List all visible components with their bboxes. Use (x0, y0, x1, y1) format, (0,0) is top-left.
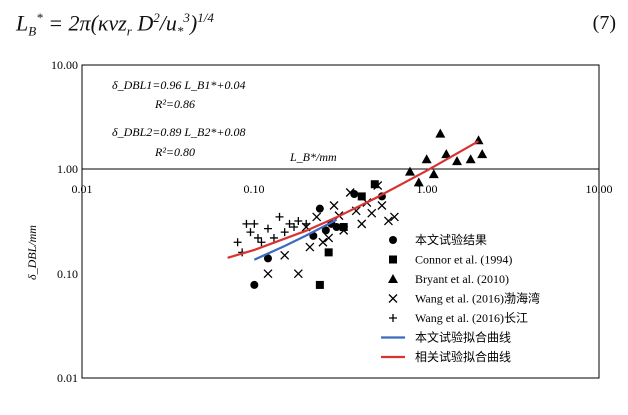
data-point-plus (253, 233, 262, 242)
data-point-x (280, 250, 290, 260)
data-point-triangle (404, 166, 415, 176)
y-tick-label: 1.00 (57, 162, 78, 176)
data-point-circle (321, 226, 330, 235)
data-point-plus (250, 219, 259, 228)
annotation-r2-1: R²=0.86 (154, 97, 195, 111)
y-tick-label: 0.10 (57, 267, 78, 281)
data-point-plus (280, 228, 289, 237)
annotation-formula-1: δ_DBL1=0.96 L_B1*+0.04 (112, 78, 245, 92)
legend-label: Wang et al. (2016)渤海湾 (415, 291, 540, 306)
data-point-plus (246, 228, 255, 237)
data-point-triangle (452, 156, 463, 166)
scatter-chart: 10.00 1.00 0.10 0.01 0.01 0.10 1.00 10.0… (25, 58, 613, 385)
data-point-x (383, 216, 393, 226)
data-point-square (324, 248, 333, 257)
regression-annotations: δ_DBL1=0.96 L_B1*+0.04 R²=0.86 δ_DBL2=0.… (112, 78, 245, 159)
x-tick-label: 10.00 (586, 182, 613, 196)
data-point-plus (263, 224, 272, 233)
data-point-x (389, 212, 399, 222)
legend-marker-square (389, 255, 397, 264)
legend-label: Connor et al. (1994) (415, 253, 512, 267)
legend: 本文试验结果 Connor et al. (1994) Bryant et al. … (381, 232, 540, 364)
data-point-x (367, 208, 377, 218)
x-tick-label: 0.10 (244, 182, 265, 196)
data-point-plus (285, 219, 294, 228)
cropped-caption (6, 404, 8, 411)
data-point-plus (290, 223, 299, 232)
legend-label: 本文试验拟合曲线 (415, 330, 511, 345)
data-point-triangle (477, 149, 488, 159)
data-point-x (357, 219, 367, 229)
data-point-x (345, 188, 355, 197)
equation-7: LB* = 2π(κνzr D2/u*3)1/4 (7) (16, 6, 616, 46)
data-point-x (318, 237, 328, 247)
annotation-r2-2: R²=0.80 (154, 145, 195, 159)
data-point-triangle (435, 128, 446, 138)
data-point-triangle (465, 154, 476, 164)
legend-label: 本文试验结果 (415, 232, 487, 247)
data-point-triangle (441, 149, 452, 159)
data-point-circle (332, 223, 341, 232)
data-point-plus (275, 212, 284, 221)
x-tick-label: 0.01 (72, 182, 93, 196)
y-tick-label: 0.01 (57, 371, 78, 385)
annotation-formula-2: δ_DBL2=0.89 L_B2*+0.08 (112, 125, 245, 139)
equation-formula: LB* = 2π(κνzr D2/u*3)1/4 (16, 10, 214, 39)
data-point-circle (263, 254, 272, 263)
data-point-triangle (428, 169, 439, 179)
equation-number: (7) (592, 12, 616, 34)
data-point-circle (350, 190, 359, 199)
data-point-plus (269, 233, 278, 242)
legend-marker-x (388, 294, 398, 303)
legend-label: 相关试验拟合曲线 (415, 349, 511, 364)
data-point-plus (257, 238, 266, 247)
data-marks (227, 128, 488, 289)
data-point-square (315, 280, 324, 289)
data-point-triangle (413, 177, 424, 187)
data-point-x (339, 225, 349, 235)
legend-marker-triangle (388, 274, 398, 283)
data-point-plus (242, 219, 251, 228)
data-point-plus (233, 238, 242, 247)
data-point-x (293, 269, 303, 279)
data-point-x (263, 269, 273, 279)
data-point-x (377, 201, 387, 210)
data-point-square (370, 180, 379, 189)
data-point-plus (302, 219, 311, 228)
x-axis-label: L_B*/mm (289, 150, 337, 164)
data-point-x (324, 233, 334, 243)
plot-frame (81, 64, 600, 379)
data-point-plus (294, 216, 303, 225)
y-tick-labels: 10.00 1.00 0.10 0.01 (51, 58, 78, 385)
data-point-x (312, 212, 322, 222)
legend-marker-circle (389, 236, 397, 244)
fit-line-5 (253, 218, 338, 261)
data-point-square (339, 223, 348, 232)
legend-label: Bryant et al. (2010) (415, 272, 509, 286)
data-point-triangle (421, 154, 432, 164)
y-axis-label: δ_DBL/mm (25, 225, 39, 280)
legend-marker-plus (389, 314, 397, 322)
data-point-x (373, 181, 383, 190)
data-point-circle (250, 280, 259, 289)
data-point-x (305, 242, 315, 252)
x-tick-labels: 0.01 0.10 1.00 10.00 (72, 182, 613, 196)
data-point-square (357, 192, 366, 201)
fit-line-6 (227, 140, 480, 259)
legend-label: Wang et al. (2016)长江 (415, 311, 528, 325)
data-point-circle (315, 204, 324, 213)
y-tick-label: 10.00 (51, 58, 78, 72)
data-point-x (329, 201, 339, 210)
